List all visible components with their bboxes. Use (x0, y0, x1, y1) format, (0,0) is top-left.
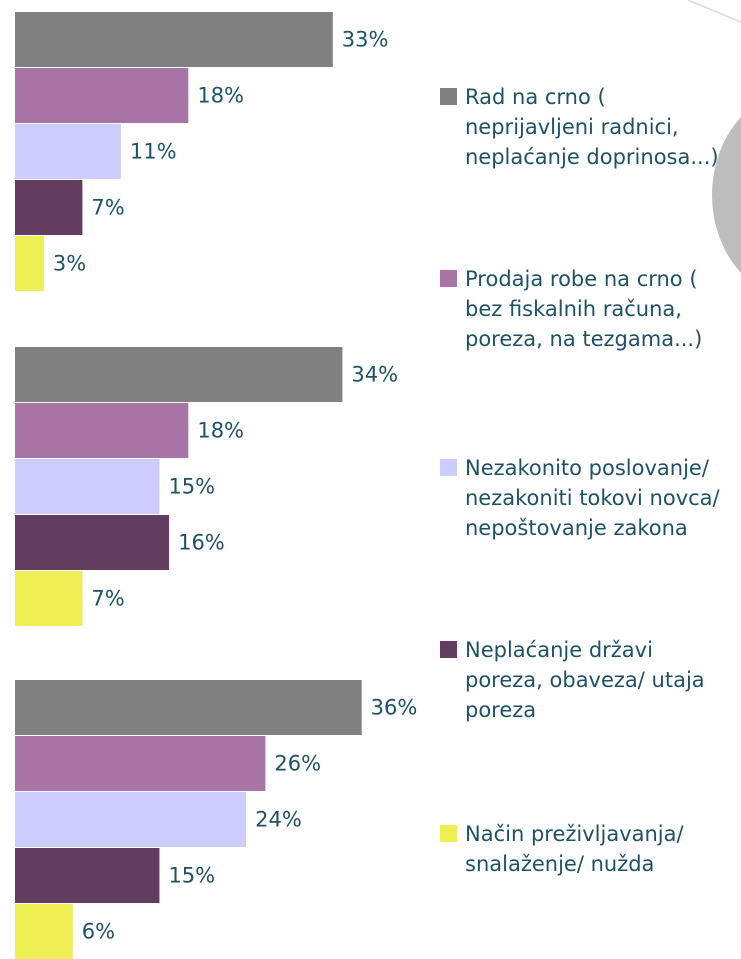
bar (15, 904, 73, 959)
legend-swatch (440, 270, 457, 287)
decor-line (687, 0, 741, 23)
value-label: 15% (168, 475, 215, 499)
bar (15, 347, 343, 402)
bar (15, 515, 170, 570)
bar (15, 459, 160, 514)
value-label: 18% (197, 84, 244, 108)
legend-label: Rad na crno ( neprijavljeni radnici, nep… (465, 85, 719, 169)
value-label: 34% (351, 363, 398, 387)
legend-item: Način preživljavanja/ snalaženje/ nužda (440, 819, 740, 879)
value-label: 11% (130, 140, 177, 164)
bar (15, 403, 189, 458)
bar (15, 571, 83, 626)
value-label: 26% (274, 752, 321, 776)
bar (15, 68, 189, 123)
value-label: 7% (91, 587, 124, 611)
value-label: 6% (82, 920, 115, 944)
legend-swatch (440, 641, 457, 658)
legend-label: Način preživljavanja/ snalaženje/ nužda (465, 822, 684, 876)
bar (15, 736, 266, 791)
bar (15, 236, 44, 291)
legend-label: Neplaćanje državi poreza, obaveza/ utaja… (465, 638, 705, 722)
legend-label: Nezakonito poslovanje/ nezakoniti tokovi… (465, 456, 720, 540)
legend-label: Prodaja robe na crno ( bez fiskalnih rač… (465, 267, 703, 351)
legend-item: Nezakonito poslovanje/ nezakoniti tokovi… (440, 453, 740, 543)
value-label: 7% (91, 196, 124, 220)
legend-swatch (440, 459, 457, 476)
legend-item: Prodaja robe na crno ( bez fiskalnih rač… (440, 264, 740, 354)
value-label: 3% (53, 252, 86, 276)
bar (15, 680, 362, 735)
value-label: 36% (371, 696, 418, 720)
bar (15, 12, 333, 67)
bar (15, 792, 247, 847)
value-label: 16% (178, 531, 225, 555)
bar (15, 848, 160, 903)
bar (15, 180, 83, 235)
legend-item: Rad na crno ( neprijavljeni radnici, nep… (440, 82, 740, 172)
legend-item: Neplaćanje državi poreza, obaveza/ utaja… (440, 635, 740, 725)
value-label: 33% (342, 28, 389, 52)
decor-circle (712, 117, 741, 273)
legend-swatch (440, 88, 457, 105)
value-label: 18% (197, 419, 244, 443)
bar (15, 124, 121, 179)
legend-swatch (440, 825, 457, 842)
value-label: 24% (255, 808, 302, 832)
value-label: 15% (168, 864, 215, 888)
